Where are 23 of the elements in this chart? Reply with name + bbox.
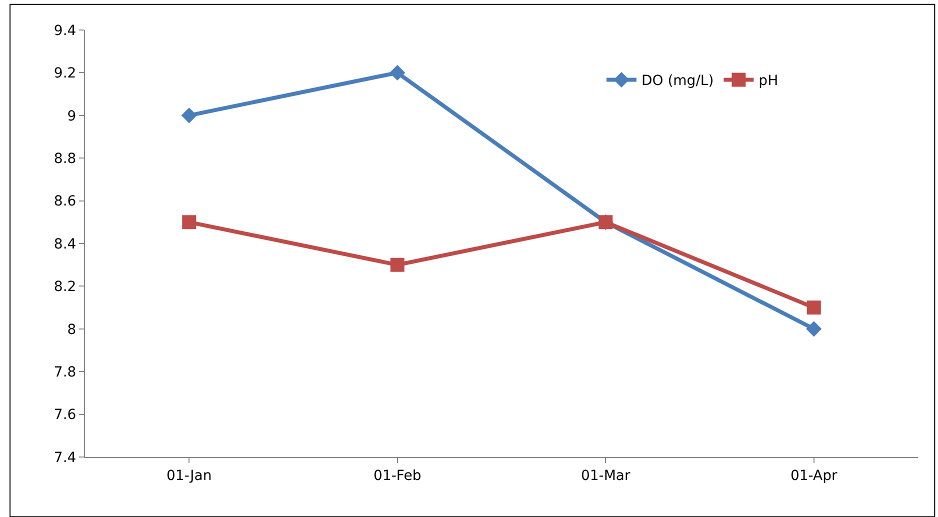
point bbox=[806, 300, 821, 315]
y-tick-label: 9.4 bbox=[54, 22, 76, 39]
x-tick-label: 01-Feb bbox=[374, 468, 422, 484]
y-tick-label: 8.8 bbox=[54, 151, 76, 167]
point bbox=[181, 108, 197, 124]
x-tick-label: 01-Mar bbox=[580, 468, 631, 484]
point bbox=[182, 215, 196, 230]
y-tick-label: 8.2 bbox=[54, 279, 76, 296]
point bbox=[390, 258, 404, 272]
y-tick-label: 7.4 bbox=[54, 450, 76, 466]
y-tick-label: 8 bbox=[67, 322, 76, 338]
x-tick-label: 01-Apr bbox=[790, 468, 838, 484]
y-tick-label: 8.6 bbox=[54, 194, 76, 210]
point bbox=[390, 64, 406, 80]
y-tick-label: 7.8 bbox=[54, 364, 76, 380]
y-tick-label: 8.4 bbox=[54, 236, 76, 252]
y-tick-label: 7.6 bbox=[54, 407, 76, 424]
legend-label: DO (mg/L) bbox=[641, 73, 714, 90]
y-tick-label: 9 bbox=[67, 108, 76, 124]
legend-label: pH bbox=[758, 73, 778, 90]
y-tick-label: 9.2 bbox=[54, 66, 76, 82]
point bbox=[806, 321, 822, 337]
x-tick-label: 01-Jan bbox=[166, 468, 212, 484]
